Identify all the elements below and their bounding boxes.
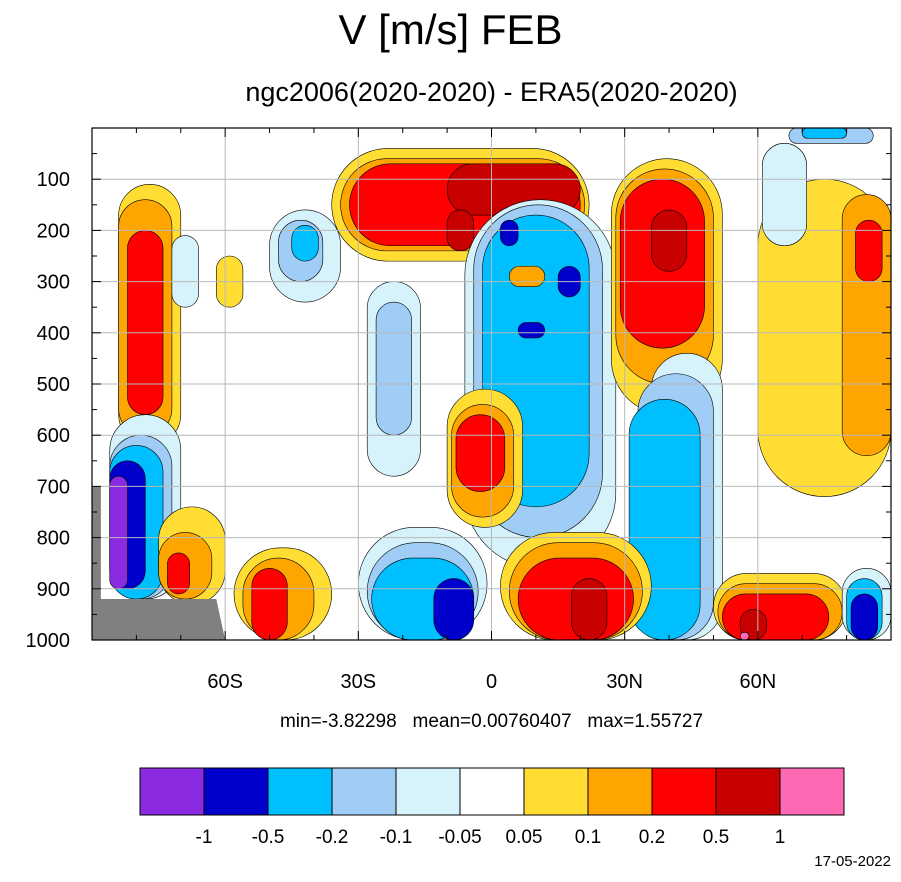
contour-region: [127, 230, 164, 416]
y-tick-label: 300: [37, 272, 70, 294]
contour-region: [251, 568, 288, 640]
contour-region: [739, 608, 768, 640]
colorbar-label: -1: [196, 827, 213, 848]
y-tick-label: 700: [37, 476, 70, 498]
y-tick-label: 100: [37, 169, 70, 191]
y-tick-label: 500: [37, 374, 70, 396]
contour-region: [761, 143, 807, 247]
contour-region: [855, 219, 883, 282]
colorbar-swatch: [715, 767, 781, 816]
contour-region: [433, 578, 475, 640]
colorbar-swatch: [651, 767, 717, 816]
colorbar-label: -0.1: [380, 827, 413, 848]
y-tick-label: 600: [37, 425, 70, 447]
colorbar-label: -0.5: [252, 827, 285, 848]
x-axis: 60S 30S 0 30N 60N: [135, 128, 848, 693]
contour-region: [571, 578, 608, 640]
x-tick-label: 30S: [341, 671, 377, 693]
x-tick-label: 0: [486, 671, 497, 693]
contour-region: [650, 209, 688, 272]
y-tick-label: 800: [37, 528, 70, 550]
contour-region: [291, 224, 319, 262]
contour-region: [739, 632, 750, 640]
colorbar-swatch: [587, 767, 653, 816]
colorbar-swatch: [331, 767, 397, 816]
y-axis: 100 200 300 400 500 600 700 800 900 1000: [26, 127, 891, 652]
colorbar-swatch: [395, 767, 461, 816]
contour-region: [171, 235, 199, 308]
stats-line: min=-3.82298 mean=0.00760407 max=1.55727: [92, 710, 891, 734]
contour-region: [455, 414, 506, 492]
x-tick-label: 30N: [606, 671, 643, 693]
chart-title: V [m/s] FEB: [338, 6, 563, 53]
x-tick-label: 60S: [207, 671, 243, 693]
contour-region: [801, 128, 847, 139]
colorbar-label: 1: [775, 827, 786, 848]
colorbar-swatch: [459, 767, 525, 816]
colorbar-label: 0.5: [703, 827, 729, 848]
contour-region: [109, 475, 128, 590]
colorbar-label: 0.1: [575, 827, 601, 848]
stat-mean: mean=0.00760407: [412, 711, 572, 732]
contour-region: [850, 593, 878, 640]
contour-region: [167, 552, 190, 595]
stat-min: min=-3.82298: [279, 711, 397, 732]
colorbar-swatch: [779, 767, 845, 816]
colorbar-swatch: [523, 767, 589, 816]
y-tick-label: 900: [37, 579, 70, 601]
colorbar-swatch: [267, 767, 333, 816]
colorbar-swatch: [203, 767, 269, 816]
colorbar-swatch: [139, 767, 205, 816]
colorbar-label: -0.05: [438, 827, 481, 848]
y-tick-label: 200: [37, 220, 70, 242]
colorbar: -1 -0.5 -0.2 -0.1 -0.05 0.05 0.1 0.2 0.5 1: [139, 767, 845, 848]
x-tick-label: 60N: [739, 671, 776, 693]
contour-region: [500, 219, 519, 247]
date-stamp: 17-05-2022: [814, 853, 891, 870]
y-tick-label: 400: [37, 323, 70, 345]
contour-region: [375, 301, 412, 436]
stat-max: max=1.55727: [587, 711, 704, 732]
contour-field: [109, 128, 891, 640]
colorbar-label: -0.2: [316, 827, 349, 848]
chart-subtitle: ngc2006(2020-2020) - ERA5(2020-2020): [245, 77, 738, 107]
contour-region: [517, 322, 546, 339]
colorbar-label: 0.05: [506, 827, 543, 848]
missing-data-mask: [92, 486, 226, 640]
contour-region: [508, 265, 546, 288]
topography-mask: [92, 486, 226, 640]
contour-region: [722, 593, 830, 640]
colorbar-label: 0.2: [639, 827, 665, 848]
y-tick-label: 1000: [26, 630, 71, 652]
